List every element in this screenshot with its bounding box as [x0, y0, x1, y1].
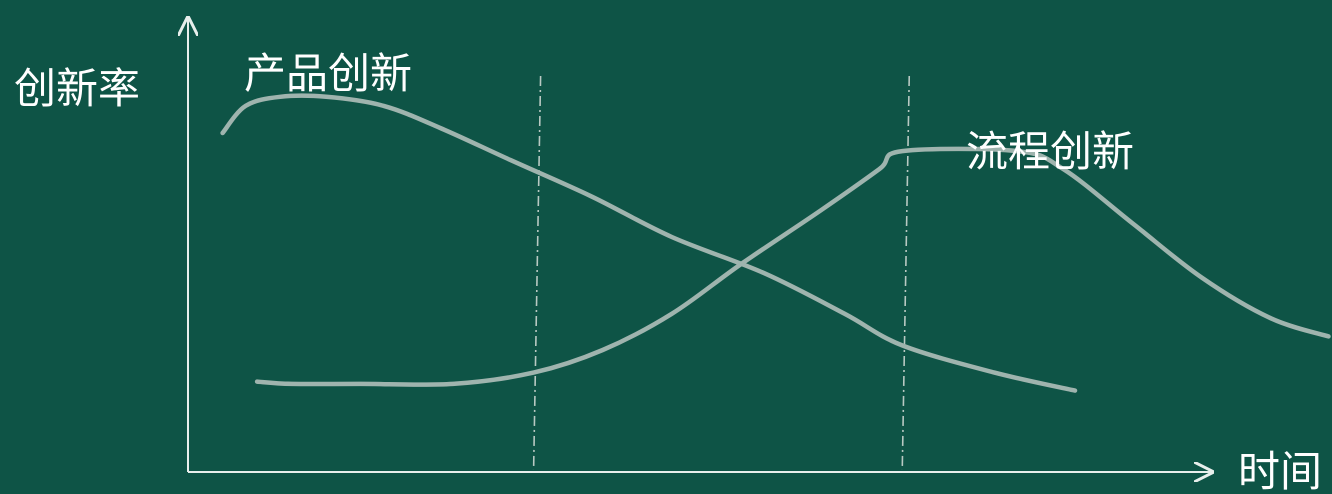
y-axis-label: 创新率	[14, 64, 140, 113]
series-line-process-innovation	[254, 146, 1331, 387]
series-layer	[220, 93, 1331, 393]
x-axis-label: 时间	[1238, 447, 1322, 494]
series-line-product-innovation	[220, 93, 1078, 393]
series-label-process-innovation: 流程创新	[966, 127, 1134, 176]
phase-boundary-1	[532, 75, 542, 471]
series-label-product-innovation: 产品创新	[244, 49, 412, 98]
phase-boundaries	[532, 75, 911, 471]
phase-boundary-2	[901, 75, 911, 471]
